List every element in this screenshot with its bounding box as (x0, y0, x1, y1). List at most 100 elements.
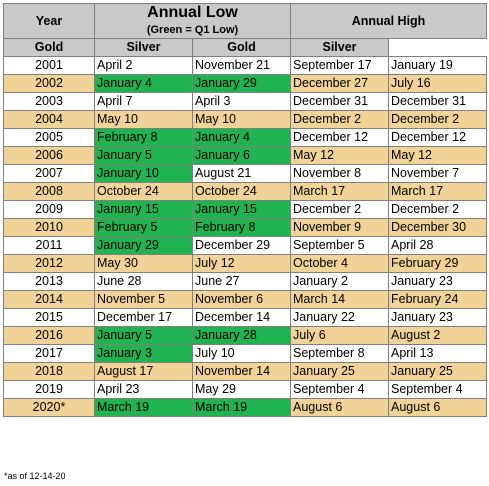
table-row: 2004 May 10 May 10 December 2 December 2 (3, 110, 488, 129)
high-gold-cell: September 17 (290, 56, 390, 75)
table-row: 2010 February 5 February 8 November 9 Decemb… (3, 218, 488, 237)
low-gold-cell: May 10 (94, 110, 193, 129)
low-silver-cell: May 10 (191, 110, 292, 129)
year-cell: 2007 (3, 164, 95, 183)
high-gold-cell: December 31 (290, 92, 390, 111)
year-cell: 2003 (3, 92, 95, 111)
table-row: 2006 January 5 January 6 May 12 May 12 (3, 146, 488, 165)
table-row: 2009 January 15 January 15 December 2 Decemb… (3, 200, 488, 219)
low-gold-cell: January 3 (94, 344, 193, 363)
high-silver-cell: December 2 (388, 110, 488, 129)
low-silver-cell: July 10 (191, 344, 292, 363)
year-cell: 2006 (3, 146, 95, 165)
annual-low-note: (Green = Q1 Low) (146, 24, 239, 36)
high-gold-header: Gold (191, 38, 292, 57)
high-silver-cell: March 17 (388, 182, 488, 201)
high-gold-cell: January 22 (290, 308, 390, 327)
high-silver-cell: December 31 (388, 92, 488, 111)
high-silver-cell: February 24 (388, 290, 488, 309)
low-gold-cell: October 24 (94, 182, 193, 201)
table-body: Gold Silver Gold Silver 2001 April 2 Novem… (3, 38, 488, 417)
table-row: 2013 June 28 June 27 January 2 January 23 (3, 272, 488, 291)
high-silver-cell: January 25 (388, 362, 488, 381)
high-silver-cell: September 4 (388, 380, 488, 399)
high-gold-cell: November 9 (290, 218, 390, 237)
table-row: 2011 January 29 December 29 September 5 Apri… (3, 236, 488, 255)
table-row: 2005 February 8 January 4 December 12 Decemb… (3, 128, 488, 147)
year-cell: 2020* (3, 398, 95, 417)
low-silver-cell: November 21 (191, 56, 292, 75)
high-silver-cell: December 2 (388, 200, 488, 219)
low-silver-cell: January 28 (191, 326, 292, 345)
low-gold-cell: January 15 (94, 200, 193, 219)
high-silver-cell: August 2 (388, 326, 488, 345)
year-cell: 2017 (3, 344, 95, 363)
table-row: 2018 August 17 November 14 January 25 Januar… (3, 362, 488, 381)
high-silver-cell: January 23 (388, 272, 488, 291)
low-silver-cell: April 3 (191, 92, 292, 111)
table-row: 2001 April 2 November 21 September 17 Januar… (3, 56, 488, 75)
table-row: 2008 October 24 October 24 March 17 March 17 (3, 182, 488, 201)
year-cell: 2002 (3, 74, 95, 93)
low-gold-cell: February 8 (94, 128, 193, 147)
year-cell: 2005 (3, 128, 95, 147)
annual-high-header: Annual High (290, 3, 488, 39)
low-silver-cell: August 21 (191, 164, 292, 183)
low-gold-cell: January 5 (94, 326, 193, 345)
table-row: 2002 January 4 January 29 December 27 July 1… (3, 74, 488, 93)
high-gold-cell: September 8 (290, 344, 390, 363)
high-silver-cell: July 16 (388, 74, 488, 93)
table-row: 2012 May 30 July 12 October 4 February 29 (3, 254, 488, 273)
year-cell: 2009 (3, 200, 95, 219)
low-gold-cell: January 5 (94, 146, 193, 165)
table-row: 2014 November 5 November 6 March 14 February… (3, 290, 488, 309)
high-gold-cell: December 27 (290, 74, 390, 93)
year-cell: 2012 (3, 254, 95, 273)
table-row: 2007 January 10 August 21 November 8 Novembe… (3, 164, 488, 183)
low-silver-cell: March 19 (191, 398, 292, 417)
year-header: Year (3, 3, 95, 39)
low-gold-cell: April 23 (94, 380, 193, 399)
low-gold-cell: April 7 (94, 92, 193, 111)
year-cell: 2015 (3, 308, 95, 327)
gold-silver-dates-table: Year Annual Low (Green = Q1 Low) Annual … (3, 3, 488, 417)
high-silver-cell: January 23 (388, 308, 488, 327)
low-silver-header: Silver (94, 38, 193, 57)
table-row: 2003 April 7 April 3 December 31 December 31 (3, 92, 488, 111)
high-gold-cell: January 25 (290, 362, 390, 381)
low-gold-cell: May 30 (94, 254, 193, 273)
high-gold-cell: March 14 (290, 290, 390, 309)
low-gold-cell: November 5 (94, 290, 193, 309)
high-gold-cell: March 17 (290, 182, 390, 201)
high-silver-cell: November 7 (388, 164, 488, 183)
year-cell: 2014 (3, 290, 95, 309)
low-silver-cell: January 29 (191, 74, 292, 93)
table-row: 2016 January 5 January 28 July 6 August 2 (3, 326, 488, 345)
low-gold-cell: April 2 (94, 56, 193, 75)
low-silver-cell: October 24 (191, 182, 292, 201)
annual-low-header: Annual Low (Green = Q1 Low) (93, 3, 292, 39)
high-silver-cell: April 28 (388, 236, 488, 255)
high-silver-cell: February 29 (388, 254, 488, 273)
low-gold-cell: January 4 (94, 74, 193, 93)
high-silver-cell: August 6 (388, 398, 488, 417)
high-silver-cell: May 12 (388, 146, 488, 165)
low-gold-header: Gold (3, 38, 95, 57)
low-silver-cell: January 6 (191, 146, 292, 165)
low-gold-cell: January 10 (94, 164, 193, 183)
high-gold-cell: May 12 (290, 146, 390, 165)
high-silver-header: Silver (290, 38, 390, 57)
low-silver-cell: December 14 (191, 308, 292, 327)
high-silver-cell: December 30 (388, 218, 488, 237)
year-cell: 2018 (3, 362, 95, 381)
footnote: *as of 12-14-20 (4, 471, 66, 481)
year-cell: 2019 (3, 380, 95, 399)
high-gold-cell: December 2 (290, 200, 390, 219)
high-gold-cell: September 5 (290, 236, 390, 255)
annual-low-title: Annual Low (147, 4, 238, 22)
low-gold-cell: December 17 (94, 308, 193, 327)
low-silver-cell: May 29 (191, 380, 292, 399)
high-gold-cell: September 4 (290, 380, 390, 399)
high-gold-cell: October 4 (290, 254, 390, 273)
year-cell: 2008 (3, 182, 95, 201)
